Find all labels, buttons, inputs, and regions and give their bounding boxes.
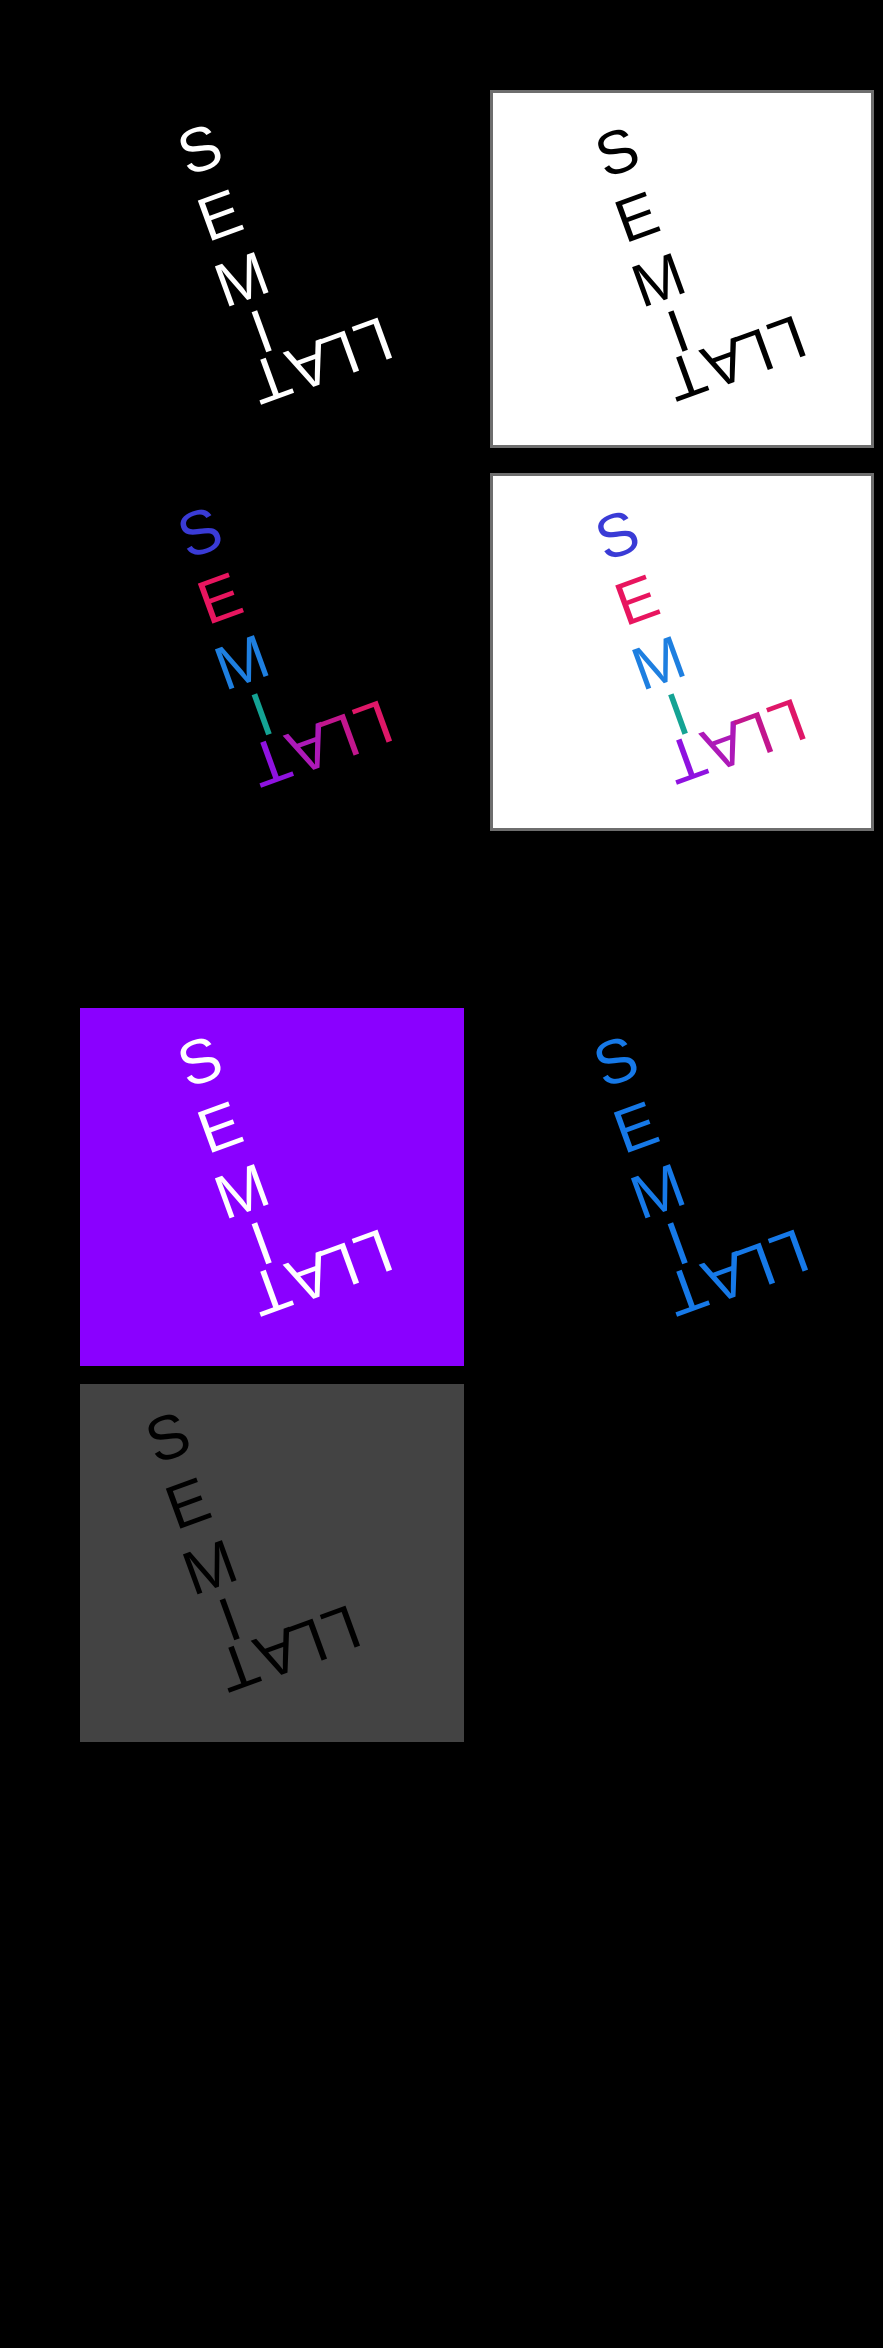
semitall-logo: SEMITALL [169, 1023, 401, 1329]
logo-tile-black-on-white: SEMITALL [490, 90, 874, 448]
logo-tile-multicolor-on-white: SEMITALL [490, 473, 874, 831]
semitall-logo: SEMITALL [586, 496, 814, 797]
logo-tile-white-on-purple: SEMITALL [80, 1008, 464, 1366]
semitall-logo: SEMITALL [586, 113, 814, 414]
logo-tile-white-on-black: SEMITALL [70, 90, 454, 448]
semitall-logo: SEMITALL [169, 111, 401, 417]
semitall-logo: SEMITALL [169, 494, 401, 800]
logo-tile-black-on-gray: SEMITALL [80, 1384, 464, 1742]
semitall-logo: SEMITALL [137, 1399, 369, 1705]
logo-tile-blue-on-black: SEMITALL [490, 1008, 874, 1366]
semitall-logo: SEMITALL [585, 1023, 817, 1329]
logo-tile-multicolor-on-black: SEMITALL [70, 473, 454, 831]
